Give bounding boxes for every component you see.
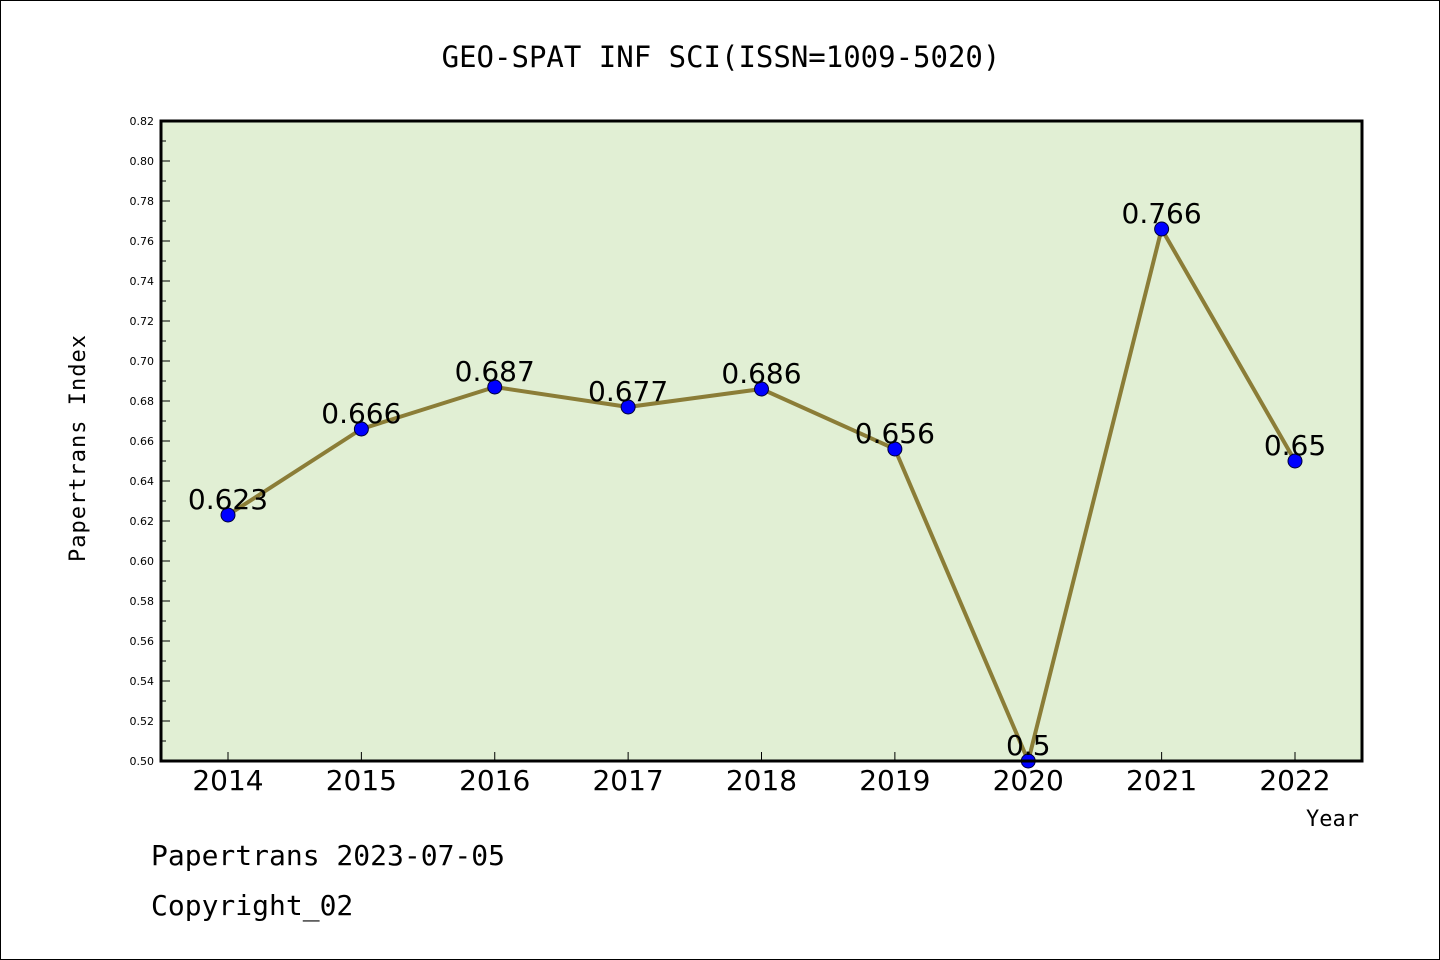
y-tick-label: 0.62 [130, 515, 155, 528]
x-tick-label: 2017 [592, 764, 663, 797]
data-point-2019 [887, 441, 903, 457]
footer-date: Papertrans 2023-07-05 [151, 839, 505, 872]
data-point-2014 [220, 507, 236, 523]
y-tick-label: 0.64 [130, 475, 155, 488]
y-tick-label: 0.80 [130, 155, 155, 168]
data-labels: 0.623 0.666 0.687 0.677 0.686 0.656 0.5 0.766 0.… [188, 197, 1326, 762]
x-tick-label: 2022 [1259, 764, 1330, 797]
data-label-2021: 0.766 [1122, 197, 1202, 230]
data-point-2018 [754, 381, 769, 397]
y-tick-label: 0.70 [130, 355, 155, 368]
y-tick-label: 0.72 [130, 315, 155, 328]
x-axis-ticks: 2014 2015 2016 2017 2018 2019 2020 2021 2022 [192, 752, 1331, 797]
y-tick-label: 0.68 [130, 395, 155, 408]
data-label-2018: 0.686 [721, 357, 801, 390]
y-axis-ticks: 0.50 0.52 0.54 0.56 0.58 0.60 0.62 0.64 0.66 0.68… [130, 115, 170, 768]
data-label-2020: 0.5 [1006, 729, 1051, 762]
data-point-2016 [487, 379, 503, 395]
footer-copyright: Copyright_02 [151, 889, 353, 923]
data-point-2021 [1154, 221, 1170, 237]
y-tick-label: 0.56 [130, 635, 155, 648]
x-tick-label: 2016 [459, 764, 530, 797]
y-tick-label: 0.76 [130, 235, 155, 248]
x-tick-label: 2015 [326, 764, 397, 797]
y-tick-label: 0.60 [130, 555, 155, 568]
y-tick-label: 0.54 [130, 675, 155, 688]
chart-title: GEO-SPAT INF SCI(ISSN=1009-5020) [442, 40, 1001, 74]
y-axis-label: Papertrans Index [66, 334, 91, 562]
x-tick-label: 2014 [192, 764, 263, 797]
data-label-2019: 0.656 [855, 417, 935, 450]
x-tick-label: 2019 [859, 764, 930, 797]
data-point-2017 [620, 399, 636, 415]
y-tick-label: 0.50 [130, 755, 155, 768]
y-tick-label: 0.66 [130, 435, 155, 448]
x-tick-label: 2018 [726, 764, 797, 797]
y-tick-label: 0.74 [130, 275, 155, 288]
plot-border [159, 119, 1364, 763]
data-point-2015 [353, 421, 369, 437]
data-label-2014: 0.623 [188, 483, 268, 516]
y-tick-label: 0.78 [130, 195, 155, 208]
data-point-2022 [1287, 453, 1303, 469]
y-tick-label: 0.52 [130, 715, 155, 728]
data-label-2015: 0.666 [321, 397, 401, 430]
data-label-2017: 0.677 [588, 375, 668, 408]
y-tick-label: 0.58 [130, 595, 155, 608]
y-tick-label: 0.82 [130, 115, 155, 128]
data-label-2016: 0.687 [455, 355, 535, 388]
x-tick-label: 2020 [993, 764, 1064, 797]
x-tick-label: 2021 [1126, 764, 1197, 797]
x-axis-label: Year [1306, 807, 1359, 832]
data-label-2022: 0.65 [1264, 429, 1326, 462]
